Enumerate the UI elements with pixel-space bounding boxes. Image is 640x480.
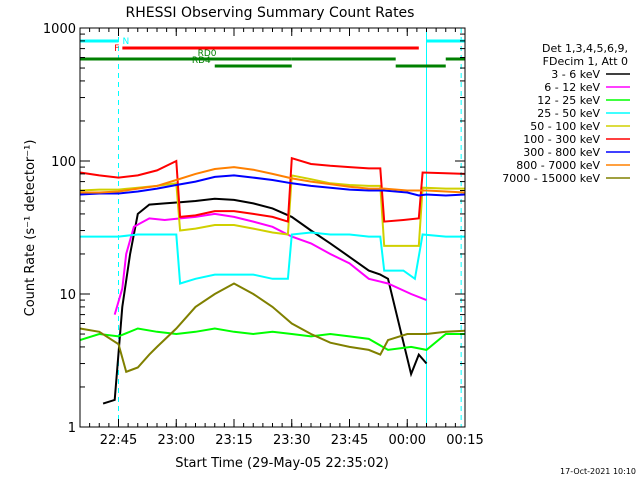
x-tick-label-5: 00:00 [389,433,426,448]
series-line-8 [79,282,466,374]
legend-label-3: 25 - 50 keV [537,107,600,120]
status-bar-label-2: RD0 [198,49,217,59]
y-tick-label-2: 100 [51,155,76,170]
y-axis: 1 10 100 1000 [43,22,465,436]
timestamp: 17-Oct-2021 10:10 [560,467,636,476]
chart-title: RHESSI Observing Summary Count Rates [126,5,415,21]
x-tick-label-3: 23:30 [273,433,310,448]
x-tick-label-1: 23:00 [158,433,195,448]
y-axis-label: Count Rate (s⁻¹ detector⁻¹) [23,140,38,317]
y-tick-label-1: 10 [59,288,76,303]
status-bar-label-3: RD4 [192,56,211,66]
legend-label-5: 100 - 300 keV [523,133,600,146]
x-tick-label-2: 23:15 [215,433,252,448]
x-tick-label-6: 00:15 [446,433,483,448]
legend-header-1: FDecim 1, Att 0 [543,55,628,68]
series-line-0 [102,197,428,405]
legend-label-2: 12 - 25 keV [537,94,600,107]
y-tick-label-0: 1 [68,421,76,436]
series-line-6 [79,174,466,197]
legend-label-7: 800 - 7000 keV [516,159,600,172]
x-tick-label-0: 22:45 [100,433,137,448]
legend-label-1: 6 - 12 keV [544,81,600,94]
x-tick-label-4: 23:45 [331,433,368,448]
series-line-2 [79,327,465,351]
legend-label-0: 3 - 6 keV [551,68,600,81]
series-line-7 [80,166,466,194]
legend: Det 1,3,4,5,6,9,FDecim 1, Att 03 - 6 keV… [502,42,630,185]
legend-header-0: Det 1,3,4,5,6,9, [542,42,628,55]
legend-label-6: 300 - 800 keV [523,146,600,159]
x-axis: 22:45 23:00 23:15 23:30 23:45 00:00 00:15 [79,28,484,448]
status-bar-label-0: N [123,37,130,47]
series-line-1 [113,212,427,315]
status-bar-label-1: F [114,44,119,54]
y-tick-label-3: 1000 [43,22,76,37]
x-axis-label: Start Time (29-May-05 22:35:02) [175,456,389,471]
series-line-5 [79,156,466,223]
series-line-3 [80,231,465,285]
legend-label-4: 50 - 100 keV [530,120,600,133]
legend-label-8: 7000 - 15000 keV [502,172,600,185]
